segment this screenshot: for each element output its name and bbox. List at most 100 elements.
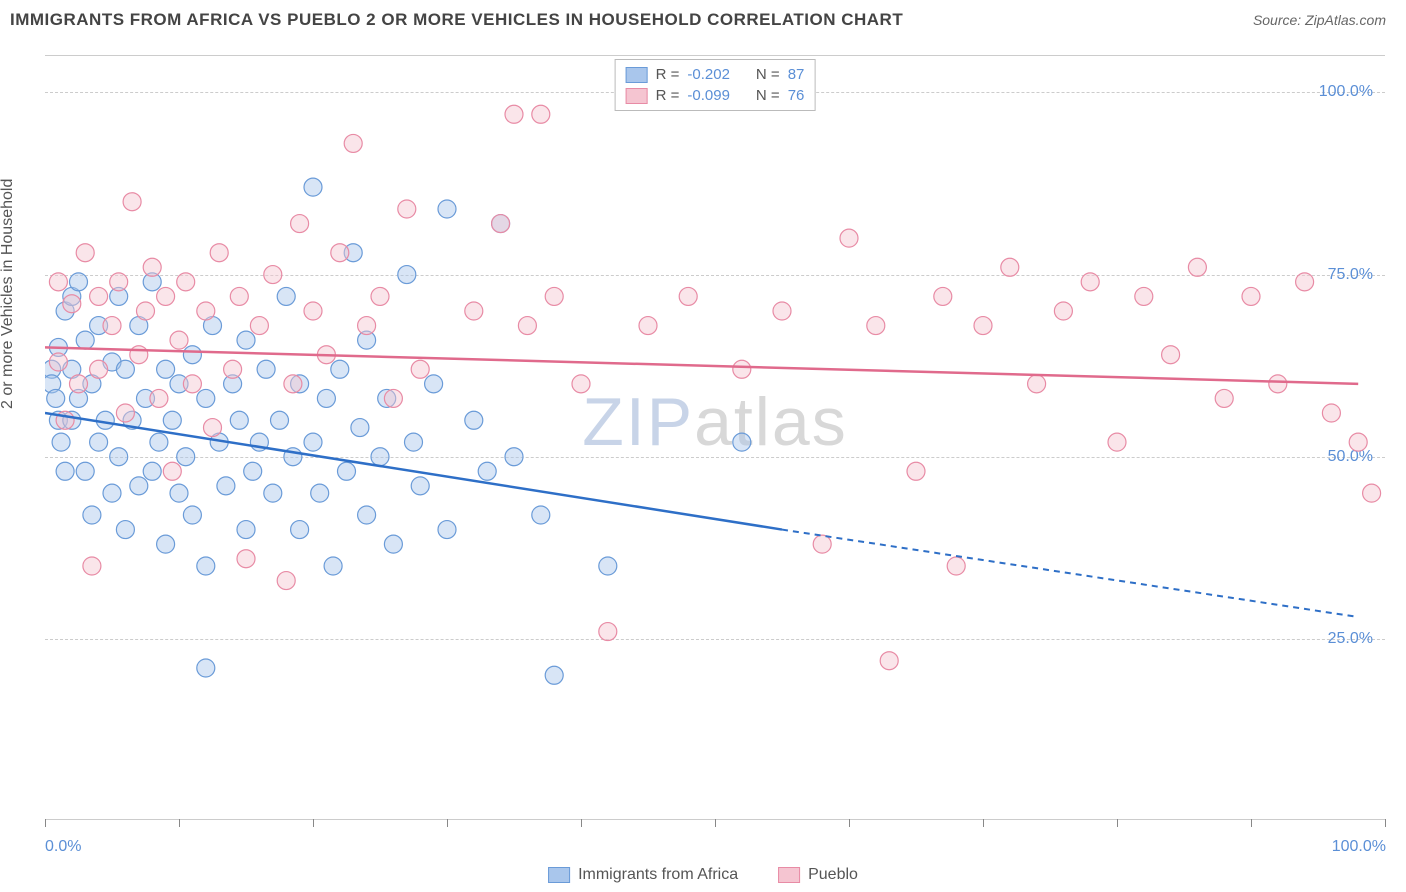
bottom-legend: Immigrants from Africa Pueblo: [548, 866, 858, 884]
data-point: [505, 448, 523, 466]
data-point: [237, 331, 255, 349]
data-point: [773, 302, 791, 320]
data-point: [371, 287, 389, 305]
data-point: [425, 375, 443, 393]
data-point: [150, 433, 168, 451]
data-point: [880, 652, 898, 670]
data-point: [264, 484, 282, 502]
source-attribution: Source: ZipAtlas.com: [1253, 12, 1386, 28]
trend-line-extrapolated: [782, 530, 1358, 617]
data-point: [1108, 433, 1126, 451]
legend-row-series-a: R = -0.202 N = 87: [626, 64, 805, 85]
data-point: [358, 317, 376, 335]
data-point: [358, 506, 376, 524]
data-point: [197, 389, 215, 407]
data-point: [1188, 258, 1206, 276]
data-point: [317, 389, 335, 407]
data-point: [813, 535, 831, 553]
data-point: [733, 433, 751, 451]
data-point: [197, 659, 215, 677]
data-point: [183, 506, 201, 524]
data-point: [411, 477, 429, 495]
legend-swatch-a: [626, 67, 648, 83]
data-point: [103, 317, 121, 335]
data-point: [183, 346, 201, 364]
data-point: [545, 666, 563, 684]
data-point: [438, 521, 456, 539]
data-point: [250, 317, 268, 335]
legend-swatch-b: [626, 88, 648, 104]
data-point: [49, 353, 67, 371]
data-point: [63, 295, 81, 313]
data-point: [907, 462, 925, 480]
data-point: [532, 105, 550, 123]
data-point: [230, 287, 248, 305]
data-point: [465, 411, 483, 429]
data-point: [1349, 433, 1367, 451]
data-point: [150, 389, 168, 407]
data-point: [291, 215, 309, 233]
data-point: [371, 448, 389, 466]
data-point: [277, 572, 295, 590]
data-point: [143, 258, 161, 276]
data-point: [130, 477, 148, 495]
data-point: [217, 477, 235, 495]
data-point: [1135, 287, 1153, 305]
data-point: [76, 244, 94, 262]
data-point: [170, 331, 188, 349]
data-point: [76, 331, 94, 349]
data-point: [116, 360, 134, 378]
data-point: [545, 287, 563, 305]
data-point: [204, 419, 222, 437]
data-point: [90, 360, 108, 378]
data-point: [1162, 346, 1180, 364]
data-point: [1296, 273, 1314, 291]
data-point: [116, 404, 134, 422]
data-point: [257, 360, 275, 378]
data-point: [304, 178, 322, 196]
data-point: [1242, 287, 1260, 305]
data-point: [110, 273, 128, 291]
legend-swatch-bottom-b: [778, 867, 800, 883]
legend-swatch-bottom-a: [548, 867, 570, 883]
data-point: [1028, 375, 1046, 393]
data-point: [49, 273, 67, 291]
data-point: [398, 200, 416, 218]
data-point: [70, 375, 88, 393]
data-point: [867, 317, 885, 335]
data-point: [438, 200, 456, 218]
data-point: [338, 462, 356, 480]
data-point: [177, 448, 195, 466]
data-point: [324, 557, 342, 575]
data-point: [224, 360, 242, 378]
data-point: [1363, 484, 1381, 502]
data-point: [210, 244, 228, 262]
data-point: [244, 462, 262, 480]
bottom-legend-item-b: Pueblo: [778, 866, 858, 884]
header: IMMIGRANTS FROM AFRICA VS PUEBLO 2 OR MO…: [0, 0, 1406, 35]
data-point: [344, 134, 362, 152]
data-point: [90, 287, 108, 305]
scatter-plot: [45, 56, 1385, 821]
data-point: [83, 557, 101, 575]
data-point: [183, 375, 201, 393]
data-point: [599, 557, 617, 575]
correlation-legend: R = -0.202 N = 87 R = -0.099 N = 76: [615, 59, 816, 111]
data-point: [331, 360, 349, 378]
data-point: [157, 535, 175, 553]
data-point: [1054, 302, 1072, 320]
data-point: [52, 433, 70, 451]
data-point: [304, 433, 322, 451]
data-point: [679, 287, 697, 305]
chart-area: ZIPatlas R = -0.202 N = 87 R = -0.099 N …: [45, 55, 1385, 820]
data-point: [599, 623, 617, 641]
data-point: [83, 506, 101, 524]
data-point: [411, 360, 429, 378]
x-tick-label-min: 0.0%: [45, 838, 81, 856]
data-point: [264, 266, 282, 284]
data-point: [47, 389, 65, 407]
data-point: [331, 244, 349, 262]
data-point: [230, 411, 248, 429]
data-point: [130, 346, 148, 364]
data-point: [840, 229, 858, 247]
